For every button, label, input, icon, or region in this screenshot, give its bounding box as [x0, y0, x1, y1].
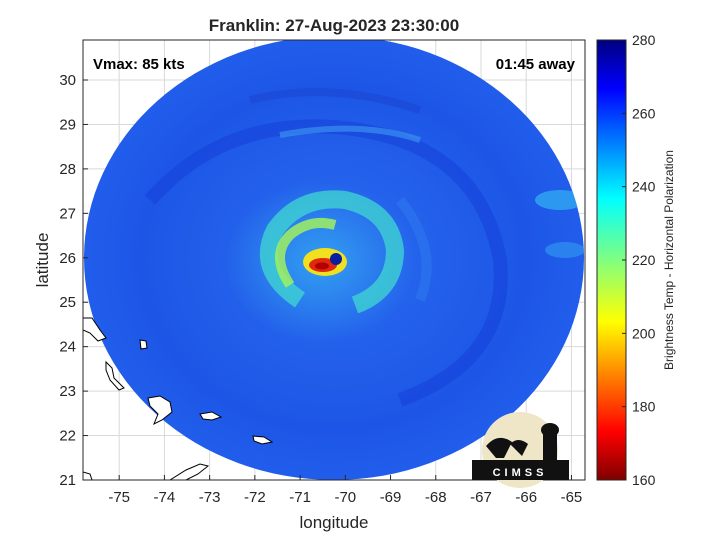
x-tick-label: -65 — [561, 489, 583, 506]
x-tick-labels: -75 -74 -73 -72 -71 -70 -69 -68 -67 -66 -65 — [108, 475, 582, 506]
x-tick-label: -68 — [425, 489, 447, 506]
x-tick-label: -70 — [334, 489, 356, 506]
y-tick-label: 30 — [59, 72, 76, 89]
cimss-logo: CIMSS — [472, 412, 569, 488]
coastline-turks — [252, 435, 274, 445]
colorbar — [596, 39, 627, 481]
coastline-acklins — [147, 395, 173, 426]
cimss-logo-dish-small-icon — [510, 440, 528, 456]
coastline-cuba-tip — [83, 471, 93, 480]
colorbar-tick-label: 200 — [632, 325, 656, 341]
y-tick-label: 21 — [59, 472, 76, 489]
x-axis-label: longitude — [299, 513, 368, 532]
y-tick-label: 26 — [59, 250, 76, 267]
coastline-hispaniola — [169, 463, 210, 480]
cimss-logo-tower-tank — [541, 423, 559, 437]
rainband-outer — [144, 119, 508, 407]
time-away-label: 01:45 away — [496, 56, 576, 73]
rainband-east — [396, 196, 432, 302]
rainband-north — [249, 88, 422, 114]
y-tick-label: 29 — [59, 116, 76, 133]
cimss-logo-building — [472, 460, 569, 480]
cimss-logo-tower — [543, 432, 557, 462]
colorbar-tick-label: 280 — [632, 32, 656, 48]
colorbar-tick-label: 240 — [632, 179, 656, 195]
colorbar-tick-label: 160 — [632, 472, 656, 488]
y-tick-labels: 21 22 23 24 25 26 27 28 29 30 — [59, 72, 88, 489]
y-tick-label: 25 — [59, 294, 76, 311]
x-tick-label: -72 — [244, 489, 266, 506]
y-axis-label: latitude — [33, 233, 52, 288]
cimss-logo-dish-icon — [486, 437, 512, 458]
y-tick-label: 24 — [59, 339, 76, 356]
axes-frame — [82, 39, 586, 481]
spiral-band-inner — [275, 218, 337, 288]
microwave-swath — [84, 40, 584, 480]
x-tick-label: -67 — [470, 489, 492, 506]
coastline-long-island — [105, 360, 125, 391]
convection-east-2 — [545, 242, 584, 258]
colorbar-tick-label: 220 — [632, 252, 656, 268]
y-tick-label: 27 — [59, 205, 76, 222]
eye — [330, 253, 342, 265]
y-tick-label: 23 — [59, 383, 76, 400]
coastline-andros — [83, 317, 107, 342]
eyewall-hot-inner — [315, 262, 329, 270]
rainband-lightblue — [279, 125, 421, 143]
y-tick-label: 22 — [59, 428, 76, 445]
coastline-inagua — [199, 411, 223, 421]
coastline-eleuthera — [139, 339, 148, 350]
x-tick-label: -66 — [515, 489, 537, 506]
x-tick-label: -73 — [199, 489, 221, 506]
colorbar-tick-labels: 160 180 200 220 240 260 280 — [622, 32, 656, 488]
spiral-band — [259, 190, 405, 314]
coastlines — [83, 317, 274, 480]
colorbar-tick-label: 260 — [632, 105, 656, 121]
cimss-logo-text: CIMSS — [493, 467, 548, 479]
x-tick-label: -74 — [154, 489, 176, 506]
convection-east — [535, 190, 584, 210]
colorbar-label: Brightness Temp - Horizontal Polarizatio… — [662, 150, 676, 370]
y-tick-label: 28 — [59, 161, 76, 178]
chart-title: Franklin: 27-Aug-2023 23:30:00 — [209, 16, 459, 35]
x-tick-label: -75 — [108, 489, 130, 506]
x-tick-label: -71 — [289, 489, 311, 506]
vmax-label: Vmax: 85 kts — [93, 56, 185, 73]
x-tick-label: -69 — [380, 489, 402, 506]
colorbar-tick-label: 180 — [632, 399, 656, 415]
